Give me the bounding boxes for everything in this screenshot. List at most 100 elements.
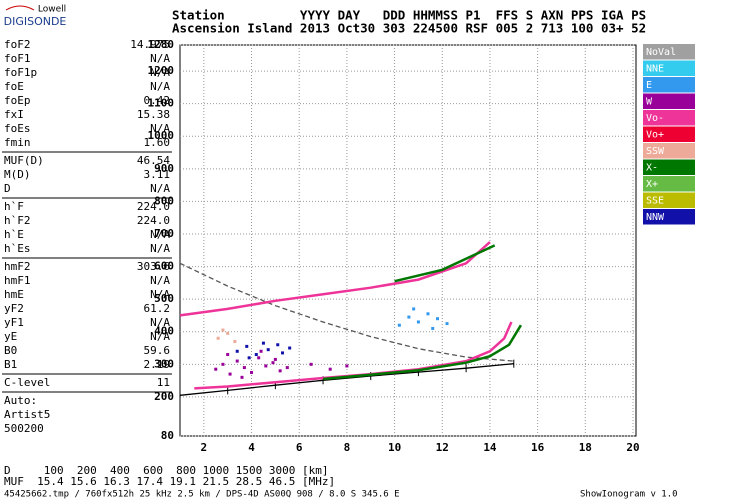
param-label: M(D)	[4, 168, 31, 181]
param-label: foF1p	[4, 66, 37, 79]
param-value: N/A	[150, 66, 170, 79]
echo-point	[285, 366, 289, 370]
legend-swatch	[643, 77, 695, 93]
param-label: foF2	[4, 38, 31, 51]
param-label: B0	[4, 344, 17, 357]
echo-point	[233, 340, 237, 344]
echo-point	[426, 312, 430, 316]
legend-label: E	[646, 80, 652, 91]
legend-swatch	[643, 192, 695, 208]
echo-point	[242, 366, 246, 370]
param-value: 61.2	[144, 302, 171, 315]
legend-label: X+	[646, 179, 658, 190]
param-label: foEs	[4, 122, 31, 135]
param-label: foEp	[4, 94, 31, 107]
y-tick-label: 300	[154, 357, 174, 370]
echo-point	[345, 364, 349, 368]
echo-point	[288, 346, 292, 350]
x-tick-label: 8	[344, 441, 351, 454]
echo-point	[416, 320, 420, 324]
note: Auto:	[4, 394, 37, 407]
y-tick-label: 80	[161, 429, 174, 442]
x-tick-label: 14	[483, 441, 497, 454]
header-line: Ascension Island 2013 Oct30 303 224500 R…	[172, 21, 646, 36]
echo-point	[309, 362, 313, 366]
param-label: yF2	[4, 302, 24, 315]
legend-swatch	[643, 209, 695, 225]
param-label: foF1	[4, 52, 31, 65]
trace	[394, 244, 496, 283]
param-label: MUF(D)	[4, 154, 44, 167]
param-label: hmF1	[4, 274, 31, 287]
param-value: N/A	[150, 242, 170, 255]
x-tick-label: 20	[626, 441, 639, 454]
echo-point	[276, 343, 280, 347]
trace	[322, 324, 522, 381]
footer: 45425662.tmp / 760fx512h 25 kHz 2.5 km /…	[4, 490, 400, 500]
param-value: 15.38	[137, 108, 170, 121]
param-value: 3.11	[144, 168, 171, 181]
echo-point	[221, 328, 225, 332]
legend-label: X-	[646, 163, 658, 174]
param-label: hmE	[4, 288, 24, 301]
param-label: fmin	[4, 136, 31, 149]
echo-point	[216, 336, 220, 340]
param-label: h`Es	[4, 242, 31, 255]
legend-label: W	[646, 97, 653, 108]
x-tick-label: 6	[296, 441, 303, 454]
y-tick-label: 700	[154, 227, 174, 240]
echo-point	[235, 349, 239, 353]
echo-point	[271, 361, 275, 365]
y-tick-label: 200	[154, 390, 174, 403]
echo-point	[445, 322, 449, 326]
echo-point	[235, 359, 239, 363]
echo-point	[240, 375, 244, 379]
param-label: fxI	[4, 108, 24, 121]
echo-point	[261, 341, 265, 345]
param-label: foE	[4, 80, 24, 93]
echo-point	[281, 351, 285, 355]
param-value: 224.0	[137, 200, 170, 213]
y-tick-label: 600	[154, 260, 174, 273]
param-value: N/A	[150, 52, 170, 65]
echo-point	[431, 326, 435, 330]
legend-label: Vo+	[646, 130, 664, 141]
legend-label: Vo-	[646, 113, 664, 124]
param-value: 14.975	[130, 38, 170, 51]
y-tick-label: 1200	[148, 64, 175, 77]
legend-label: NoVal	[646, 47, 676, 58]
x-tick-label: 4	[248, 441, 255, 454]
dashed-profile	[179, 262, 514, 362]
param-label: yE	[4, 330, 17, 343]
y-tick-label: 500	[154, 292, 174, 305]
param-value: N/A	[150, 228, 170, 241]
echo-point	[254, 353, 258, 357]
param-label: B1	[4, 358, 17, 371]
param-label: hmF2	[4, 260, 31, 273]
logo-arc	[5, 5, 35, 11]
param-value: 2.19	[144, 358, 171, 371]
logo-bottom: DIGISONDE	[4, 15, 67, 28]
y-tick-label: 400	[154, 325, 174, 338]
echo-point	[221, 362, 225, 366]
param-label: h`F2	[4, 214, 31, 227]
param-label: h`F	[4, 200, 24, 213]
legend-swatch	[643, 110, 695, 126]
y-tick-label: 800	[154, 194, 174, 207]
y-tick-label: 1100	[148, 97, 175, 110]
param-value: N/A	[150, 330, 170, 343]
legend-swatch	[643, 126, 695, 142]
y-tick-label: 1000	[148, 129, 175, 142]
param-value: N/A	[150, 80, 170, 93]
param-label: h`E	[4, 228, 24, 241]
echo-point	[259, 349, 263, 353]
echo-point	[226, 353, 230, 357]
x-tick-label: 12	[436, 441, 449, 454]
echo-point	[245, 344, 249, 348]
echo-point	[257, 356, 261, 360]
x-tick-label: 16	[531, 441, 545, 454]
distance-line: D 100 200 400 600 800 1000 1500 3000 [km…	[4, 464, 329, 477]
legend-label: SSE	[646, 196, 664, 207]
